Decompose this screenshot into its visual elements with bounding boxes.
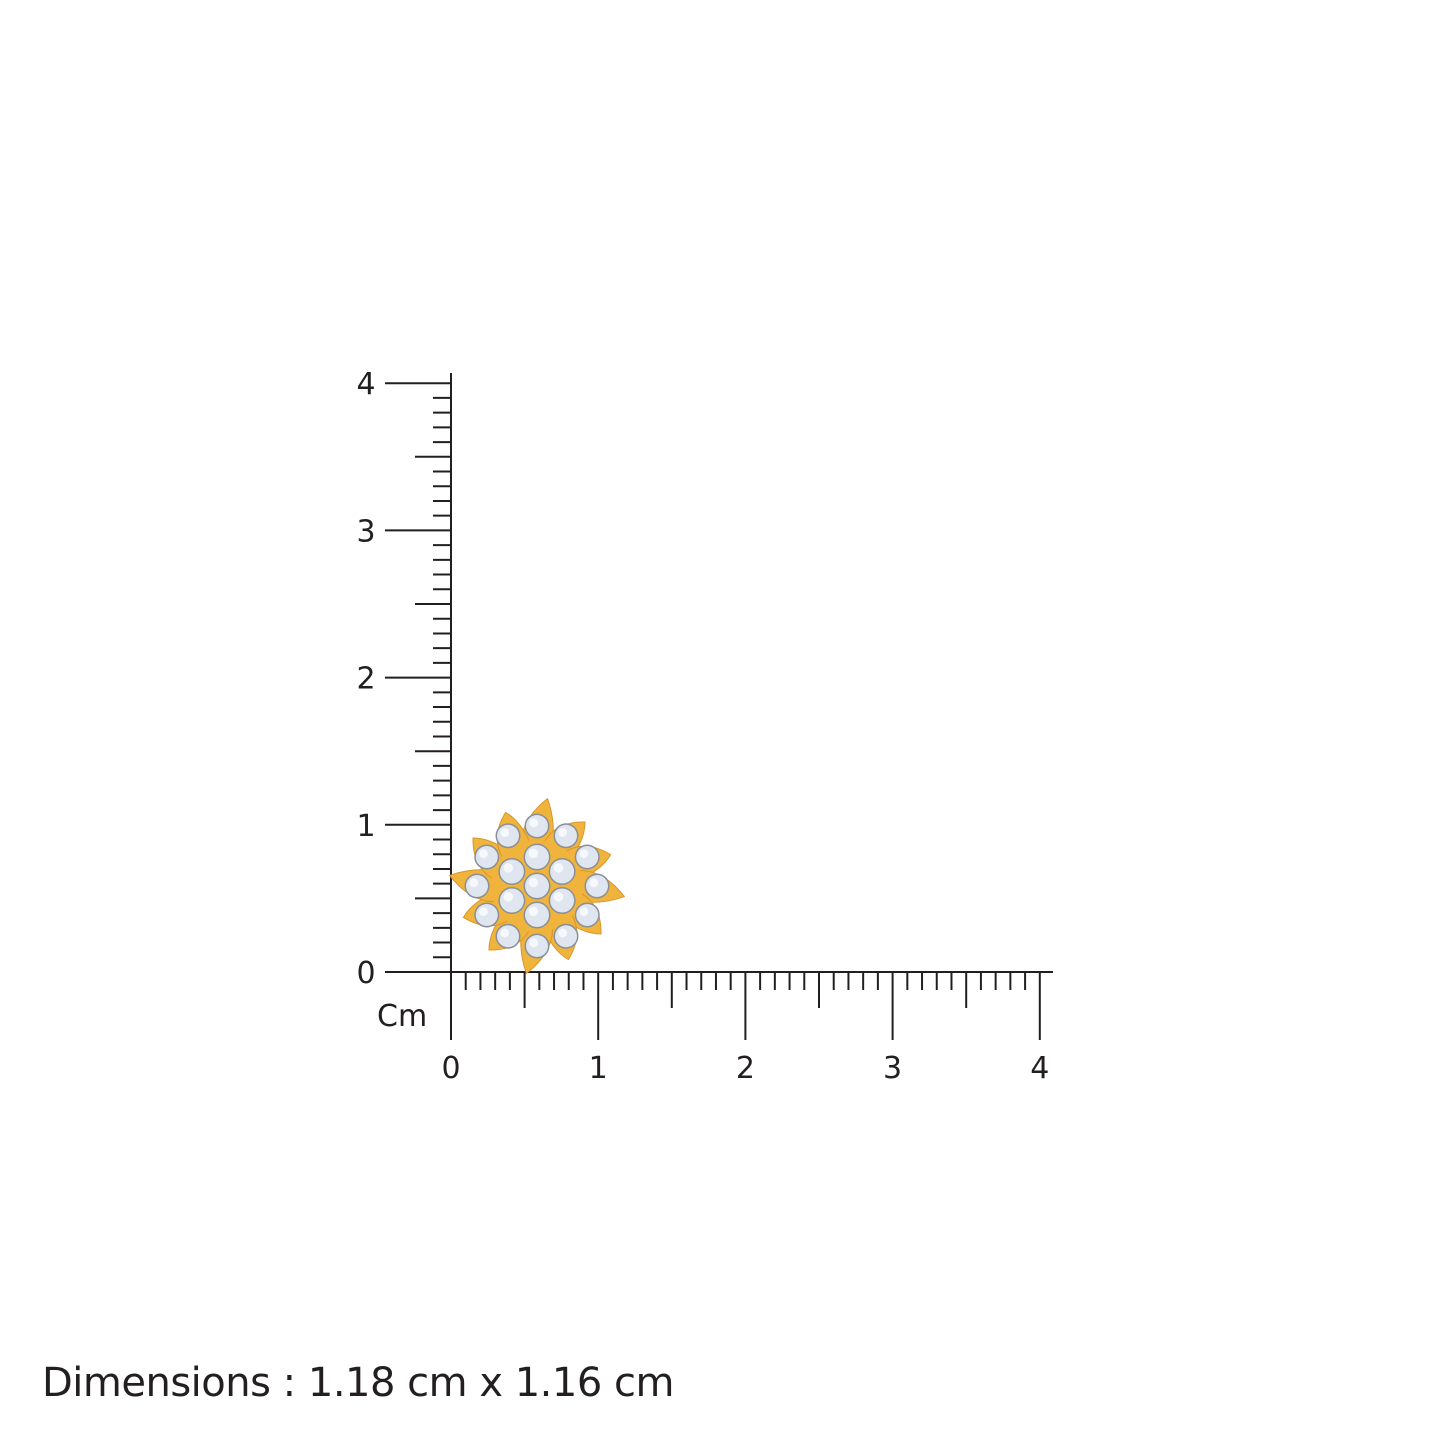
x-tick-label: 1	[589, 1051, 608, 1086]
x-tick-label: 0	[441, 1051, 460, 1086]
earring-image	[448, 797, 626, 975]
y-tick-label: 4	[356, 367, 375, 402]
ruler: 0 1 2 3 4 0 1 2 3 4	[356, 367, 1053, 1086]
unit-label: Cm	[377, 999, 427, 1034]
y-tick-label: 0	[356, 956, 375, 991]
y-tick-label: 3	[356, 514, 375, 549]
x-tick-label: 4	[1030, 1051, 1049, 1086]
x-tick-label: 2	[736, 1051, 755, 1086]
dimensions-text: Dimensions : 1.18 cm x 1.16 cm	[42, 1360, 674, 1406]
x-tick-label: 3	[883, 1051, 902, 1086]
y-tick-label: 1	[356, 809, 375, 844]
y-tick-label: 2	[356, 662, 375, 697]
